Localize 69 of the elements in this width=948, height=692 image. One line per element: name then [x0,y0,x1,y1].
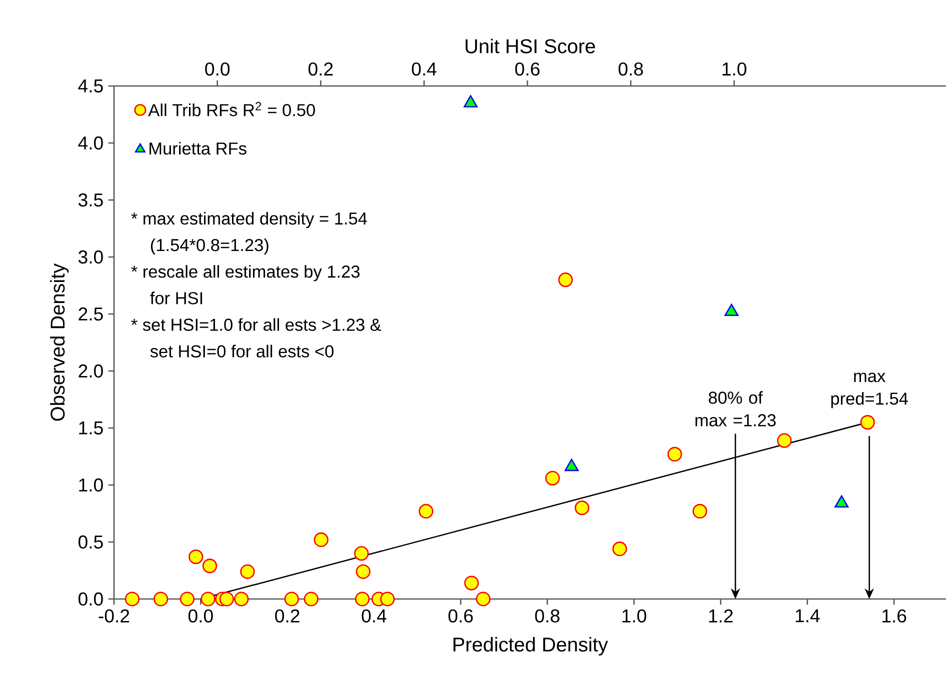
y-axis-title: Observed Density [50,263,69,421]
point [124,592,140,606]
y-tick-label: 3.0 [78,250,103,264]
point [418,504,434,519]
point [356,564,370,579]
y-tick-label: 2.5 [78,307,103,321]
point [612,542,628,556]
point [304,592,318,606]
point [464,95,478,108]
x-tick-label: 1.6 [882,609,906,623]
point [545,470,560,486]
annotation: set HSI=0 for all ests <0 [150,344,334,358]
point [354,546,369,561]
x-tick-label: 0.0 [188,609,213,623]
point [860,414,875,430]
point [202,558,218,574]
x-tick-label: 0.6 [448,609,473,623]
x2-tick-label: 0.8 [618,62,643,76]
point [234,592,249,606]
x-tick-label: 1.0 [622,609,646,623]
y-tick-label: 3.5 [78,193,103,207]
point [476,592,491,606]
y-tick-label: 4.5 [78,80,103,92]
y-tick-label: 1.5 [79,422,103,434]
y-tick-label: 0.0 [78,592,103,606]
x-axis-title: Predicted Density [454,636,608,656]
x-tick-label: 1.2 [709,609,733,622]
legend-label: All Trib RFs R$^{2}$ = 0.50 [148,102,315,116]
point [724,304,738,316]
point [240,564,255,579]
legend-label: Murietta RFs [150,142,246,155]
point [219,592,234,606]
x-tick-label: 0.4 [362,609,386,623]
point [574,500,590,516]
point [777,433,792,448]
x-tick-label: 1.4 [796,609,820,622]
point [188,550,204,564]
point [284,592,299,606]
point [380,592,395,606]
annotation: 80% of max =1.23 [696,391,776,426]
point [180,592,195,606]
x-tick-label: -0.2 [98,609,130,623]
annotation: (1.54*0.8=1.23) [150,238,268,255]
x-tick-label: 0.8 [535,609,560,623]
annotation: * max estimated density = 1.54 [131,212,367,228]
x2-axis-title: Unit HSI Score [466,38,595,54]
y-tick-label: 2.0 [78,364,103,378]
y-tick-label: 1.0 [79,478,103,492]
point [464,576,479,590]
point [354,592,370,606]
x2-tick-label: 0.2 [308,62,333,76]
x-tick-label: 0.2 [275,609,300,623]
annotation: for HSI [150,292,202,304]
point [200,592,216,606]
point [558,272,573,288]
annotation: * rescale all estimates by 1.23 [131,265,360,282]
y-tick-label: 4.0 [78,136,103,150]
annotation: * set HSI=1.0 for all ests >1.23 & [131,318,382,331]
x2-tick-label: 1.0 [722,62,746,76]
x2-tick-label: 0.0 [205,62,230,76]
x2-tick-label: 0.4 [412,62,436,76]
point [692,504,708,519]
point [667,446,682,462]
x2-tick-label: 0.6 [515,62,540,76]
point [564,458,579,472]
point [153,592,168,606]
point [314,532,328,548]
y-tick-label: 0.5 [78,535,103,549]
annotation: max pred=1.54 [831,372,908,408]
